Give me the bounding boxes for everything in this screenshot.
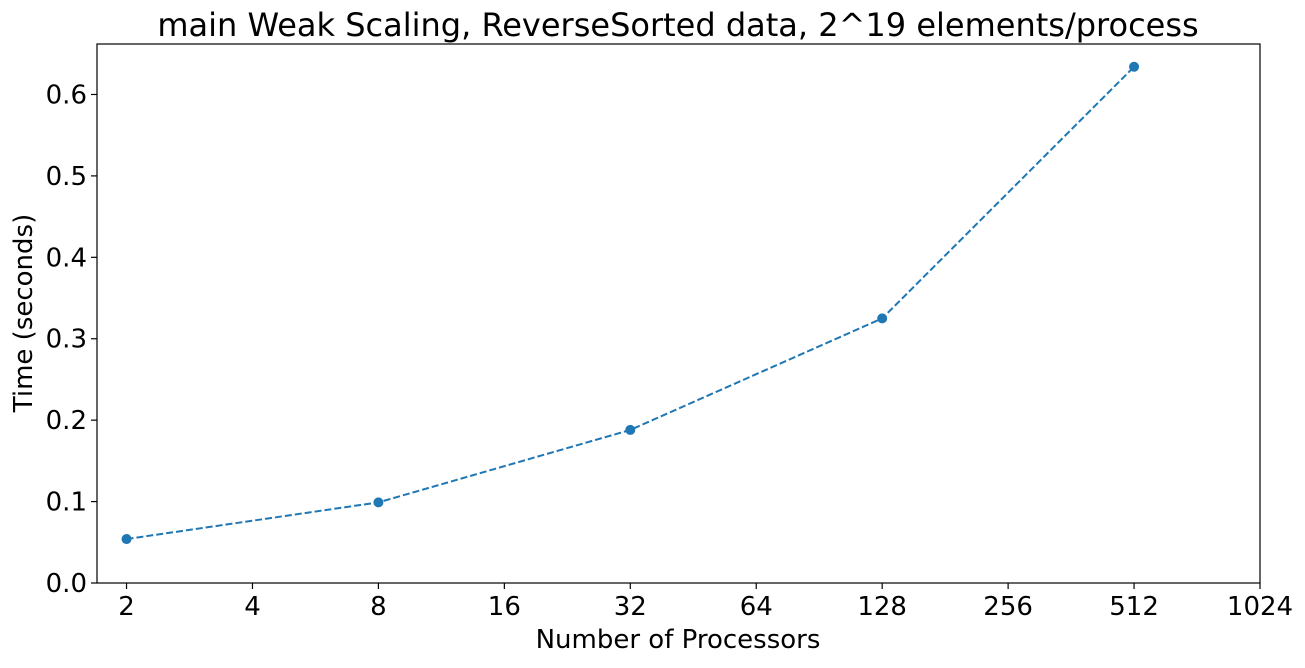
data-point [121,534,132,545]
x-tick-label: 512 [1109,592,1159,622]
x-tick-label: 128 [857,592,907,622]
series-line [126,66,1135,541]
plot-frame [96,43,1261,584]
y-tick-label: 0.6 [46,80,87,110]
y-tick-label: 0.1 [46,488,87,518]
x-tick-label: 16 [488,592,521,622]
y-axis-label: Time (seconds) [9,214,39,413]
x-tick-label: 256 [983,592,1033,622]
plot-area [121,61,1140,545]
y-tick-label: 0.4 [46,243,87,273]
x-axis-label: Number of Processors [536,625,821,655]
y-tick-label: 0.0 [46,569,87,599]
data-point [1129,61,1140,72]
data-point [877,313,888,324]
x-tick-label: 8 [370,592,387,622]
y-axis: 0.0 0.1 0.2 0.3 0.4 0.5 0.6 [46,80,97,599]
x-tick-label: 4 [244,592,261,622]
x-tick-label: 1024 [1227,592,1293,622]
y-tick-label: 0.2 [46,406,87,436]
chart-title: main Weak Scaling, ReverseSorted data, 2… [157,6,1198,44]
x-tick-label: 32 [614,592,647,622]
data-point [625,424,636,435]
x-tick-label: 64 [740,592,773,622]
y-tick-label: 0.5 [46,162,87,192]
x-axis: 2 4 8 16 32 64 128 256 512 1024 [118,583,1293,622]
data-point [373,497,384,508]
x-tick-label: 2 [118,592,135,622]
y-tick-label: 0.3 [46,325,87,355]
